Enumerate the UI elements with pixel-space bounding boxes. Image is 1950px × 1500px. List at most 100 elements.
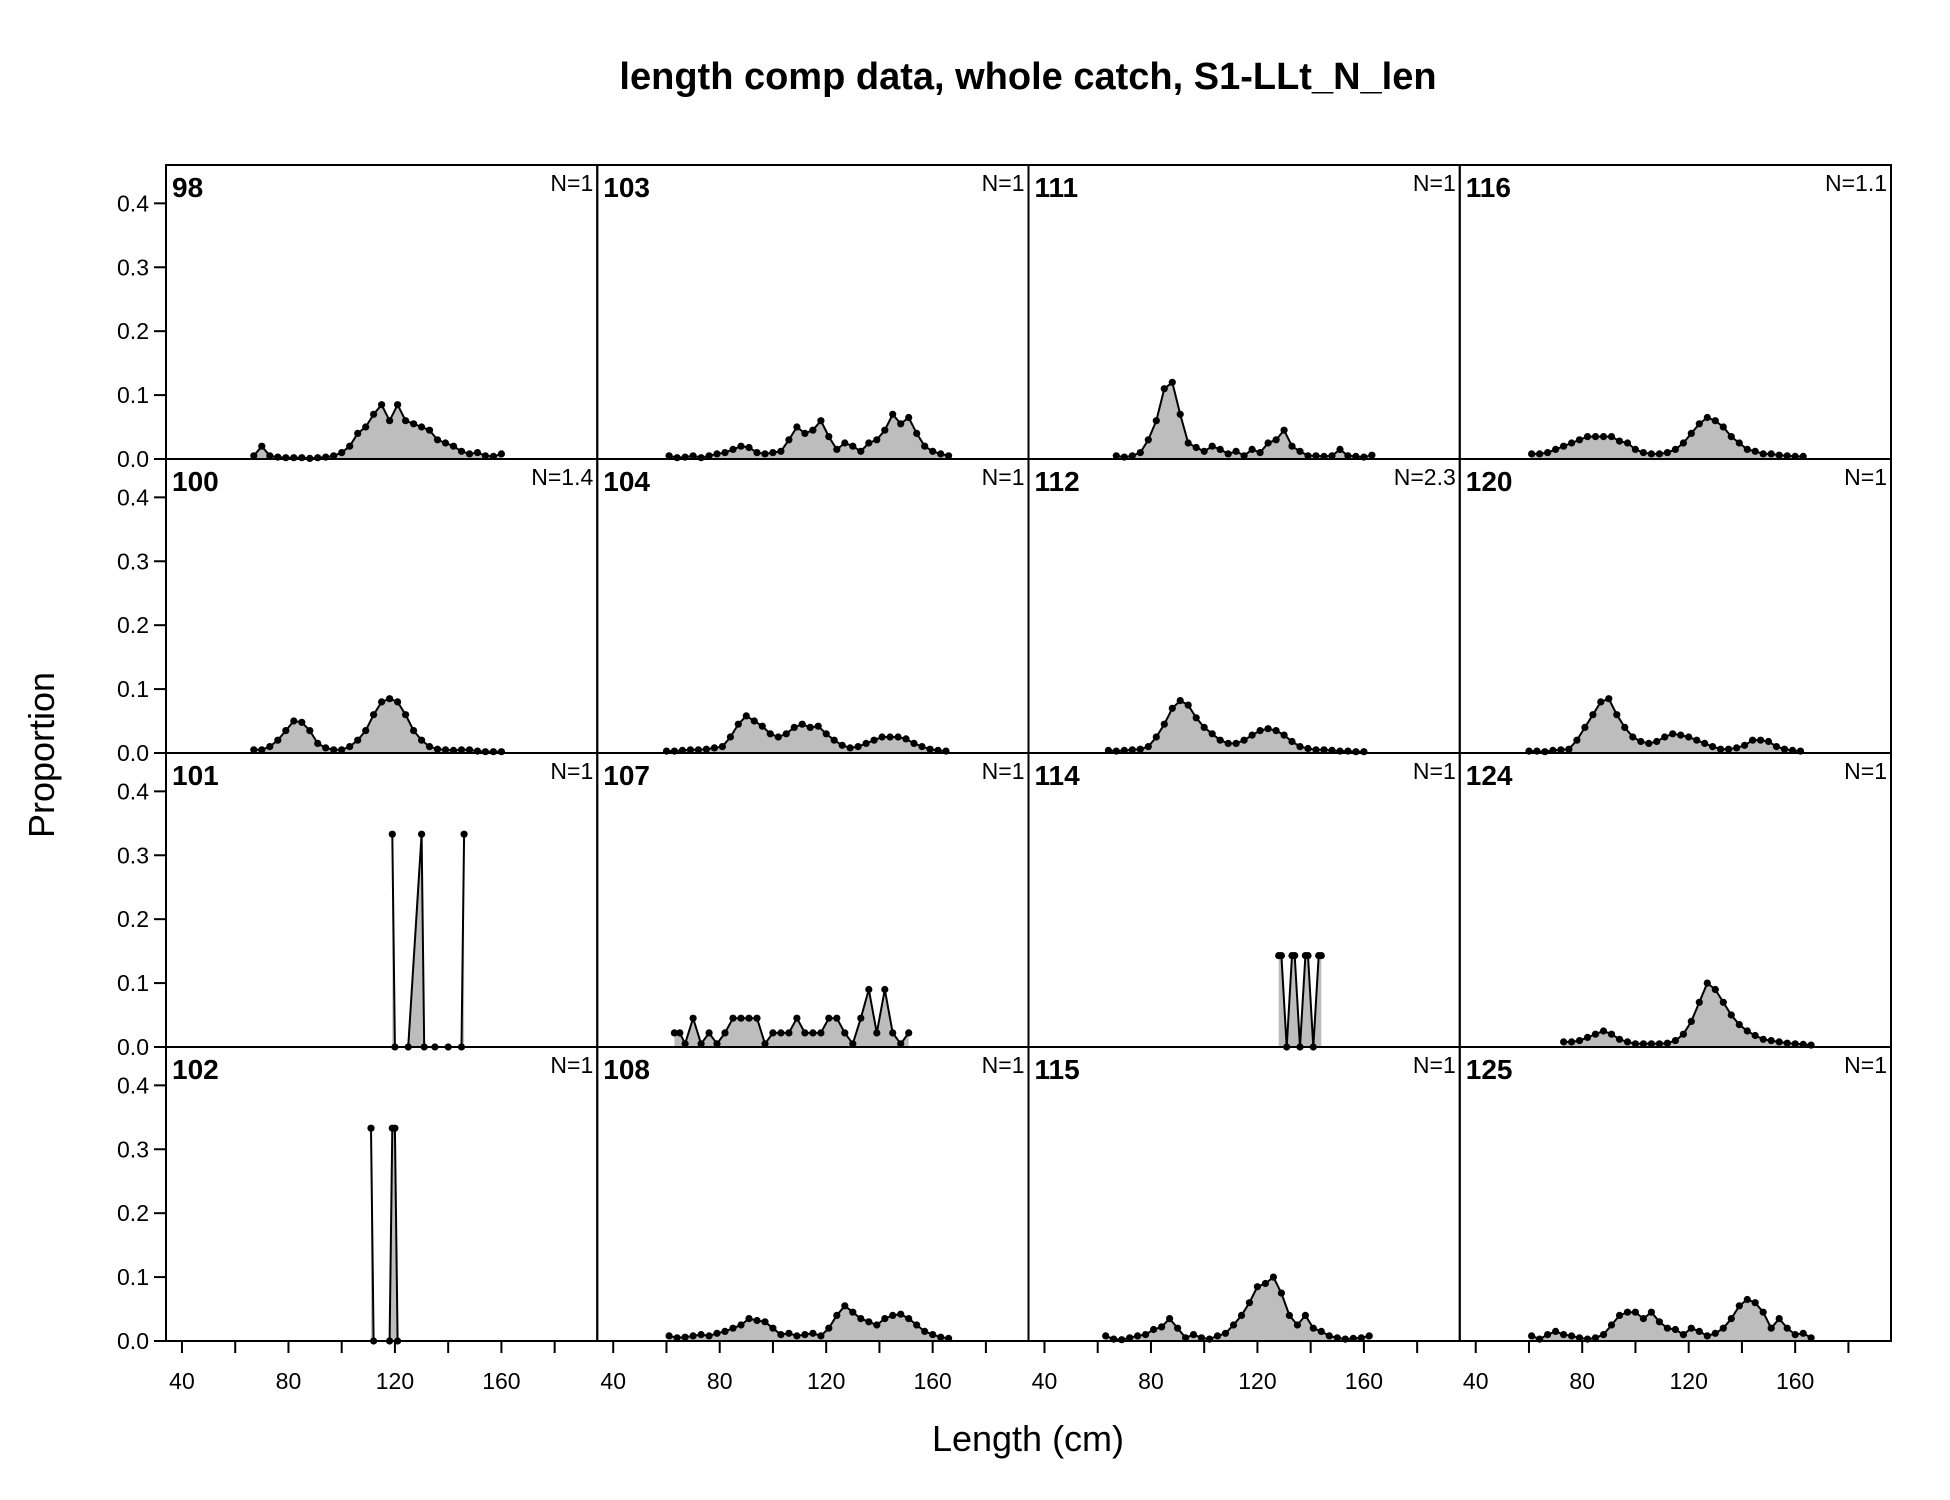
x-tick-label: 80 xyxy=(1569,1368,1595,1394)
panels-group: 98 N=1 100 N=1.4 101 N=1 102 N=1 103 N=1 104 N=1 107… xyxy=(117,164,1892,1394)
data-point xyxy=(1304,452,1312,460)
data-point xyxy=(362,423,370,431)
panel-area xyxy=(1105,1277,1370,1341)
data-point xyxy=(1357,1334,1365,1342)
data-point xyxy=(905,1029,913,1037)
data-point xyxy=(814,722,822,730)
data-point xyxy=(1272,436,1280,444)
data-point xyxy=(1568,439,1576,447)
data-point xyxy=(1791,1331,1799,1339)
data-point xyxy=(854,743,862,751)
data-point xyxy=(1757,736,1765,744)
data-point xyxy=(1166,1315,1174,1323)
panel-area xyxy=(253,698,502,753)
data-point xyxy=(1661,733,1669,741)
data-point xyxy=(1317,952,1325,960)
data-point xyxy=(1128,746,1136,754)
data-point xyxy=(1536,450,1544,458)
data-point xyxy=(394,401,402,409)
data-point xyxy=(1112,452,1120,460)
data-point xyxy=(460,830,468,838)
data-point xyxy=(705,1332,713,1340)
y-tick-label: 0.3 xyxy=(117,254,149,280)
data-point xyxy=(697,1331,705,1339)
panel-area xyxy=(1108,700,1364,753)
data-point xyxy=(346,743,354,751)
data-point xyxy=(1597,698,1605,706)
data-point xyxy=(1344,452,1352,460)
panel-area xyxy=(1116,382,1372,459)
data-point xyxy=(489,748,497,756)
data-point xyxy=(1168,378,1176,386)
data-point xyxy=(433,436,442,444)
panel-label: 108 xyxy=(603,1054,650,1085)
data-point xyxy=(274,736,282,744)
data-point xyxy=(897,1310,905,1318)
panel-n-label: N=1 xyxy=(982,170,1025,196)
panel-n-label: N=1 xyxy=(550,170,593,196)
panel-n-label: N=1.4 xyxy=(531,464,593,490)
data-point xyxy=(689,452,697,460)
data-point xyxy=(1687,1324,1695,1332)
data-point xyxy=(1189,1331,1198,1339)
data-point xyxy=(250,746,258,754)
data-point xyxy=(1229,1321,1238,1329)
data-point xyxy=(1735,439,1743,447)
data-point xyxy=(1568,1332,1576,1340)
data-point xyxy=(870,736,878,744)
data-point xyxy=(1221,1329,1230,1337)
data-point xyxy=(1615,1035,1624,1043)
y-axis-label: Proportion xyxy=(21,672,62,838)
data-point xyxy=(1653,737,1661,746)
data-point xyxy=(1764,737,1773,746)
data-point xyxy=(945,452,953,460)
data-point xyxy=(1328,452,1336,460)
data-point xyxy=(1647,450,1655,458)
data-point xyxy=(298,718,306,726)
x-tick-label: 120 xyxy=(376,1368,414,1394)
data-point xyxy=(721,1029,729,1037)
data-point xyxy=(1544,449,1552,457)
data-point xyxy=(378,698,386,706)
data-point xyxy=(1160,385,1168,393)
data-point xyxy=(1589,711,1597,719)
data-point xyxy=(697,454,705,462)
data-point xyxy=(418,423,426,431)
data-point xyxy=(721,1327,729,1335)
data-point xyxy=(865,1318,873,1326)
data-point xyxy=(1783,1039,1791,1047)
data-point xyxy=(441,746,450,754)
data-point xyxy=(745,1014,753,1022)
data-point xyxy=(465,746,474,754)
data-point xyxy=(838,741,846,749)
panel-label: 114 xyxy=(1035,760,1081,791)
data-point xyxy=(1591,433,1600,441)
data-point xyxy=(346,442,354,450)
data-point xyxy=(1128,452,1136,460)
data-point xyxy=(1623,1308,1632,1316)
y-tick-label: 0.4 xyxy=(117,1072,149,1098)
panel-area xyxy=(669,1305,949,1341)
data-point xyxy=(391,1124,399,1132)
data-point xyxy=(1679,439,1687,447)
data-point xyxy=(1280,426,1288,434)
data-point xyxy=(1631,445,1639,453)
data-point xyxy=(841,1029,849,1037)
data-point xyxy=(913,429,921,437)
data-point xyxy=(481,452,489,460)
data-point xyxy=(825,1324,833,1332)
data-point xyxy=(402,711,410,719)
data-point xyxy=(1807,1334,1815,1342)
data-point xyxy=(1655,1318,1663,1326)
data-point xyxy=(849,442,857,450)
data-point xyxy=(1126,1334,1134,1342)
data-point xyxy=(718,743,727,751)
data-point xyxy=(902,735,910,743)
data-point xyxy=(1248,731,1256,739)
panel-frame xyxy=(1458,1046,1892,1342)
data-point xyxy=(1368,451,1376,459)
x-tick-label: 40 xyxy=(600,1368,626,1394)
data-point xyxy=(1192,443,1200,452)
data-point xyxy=(713,1329,721,1337)
